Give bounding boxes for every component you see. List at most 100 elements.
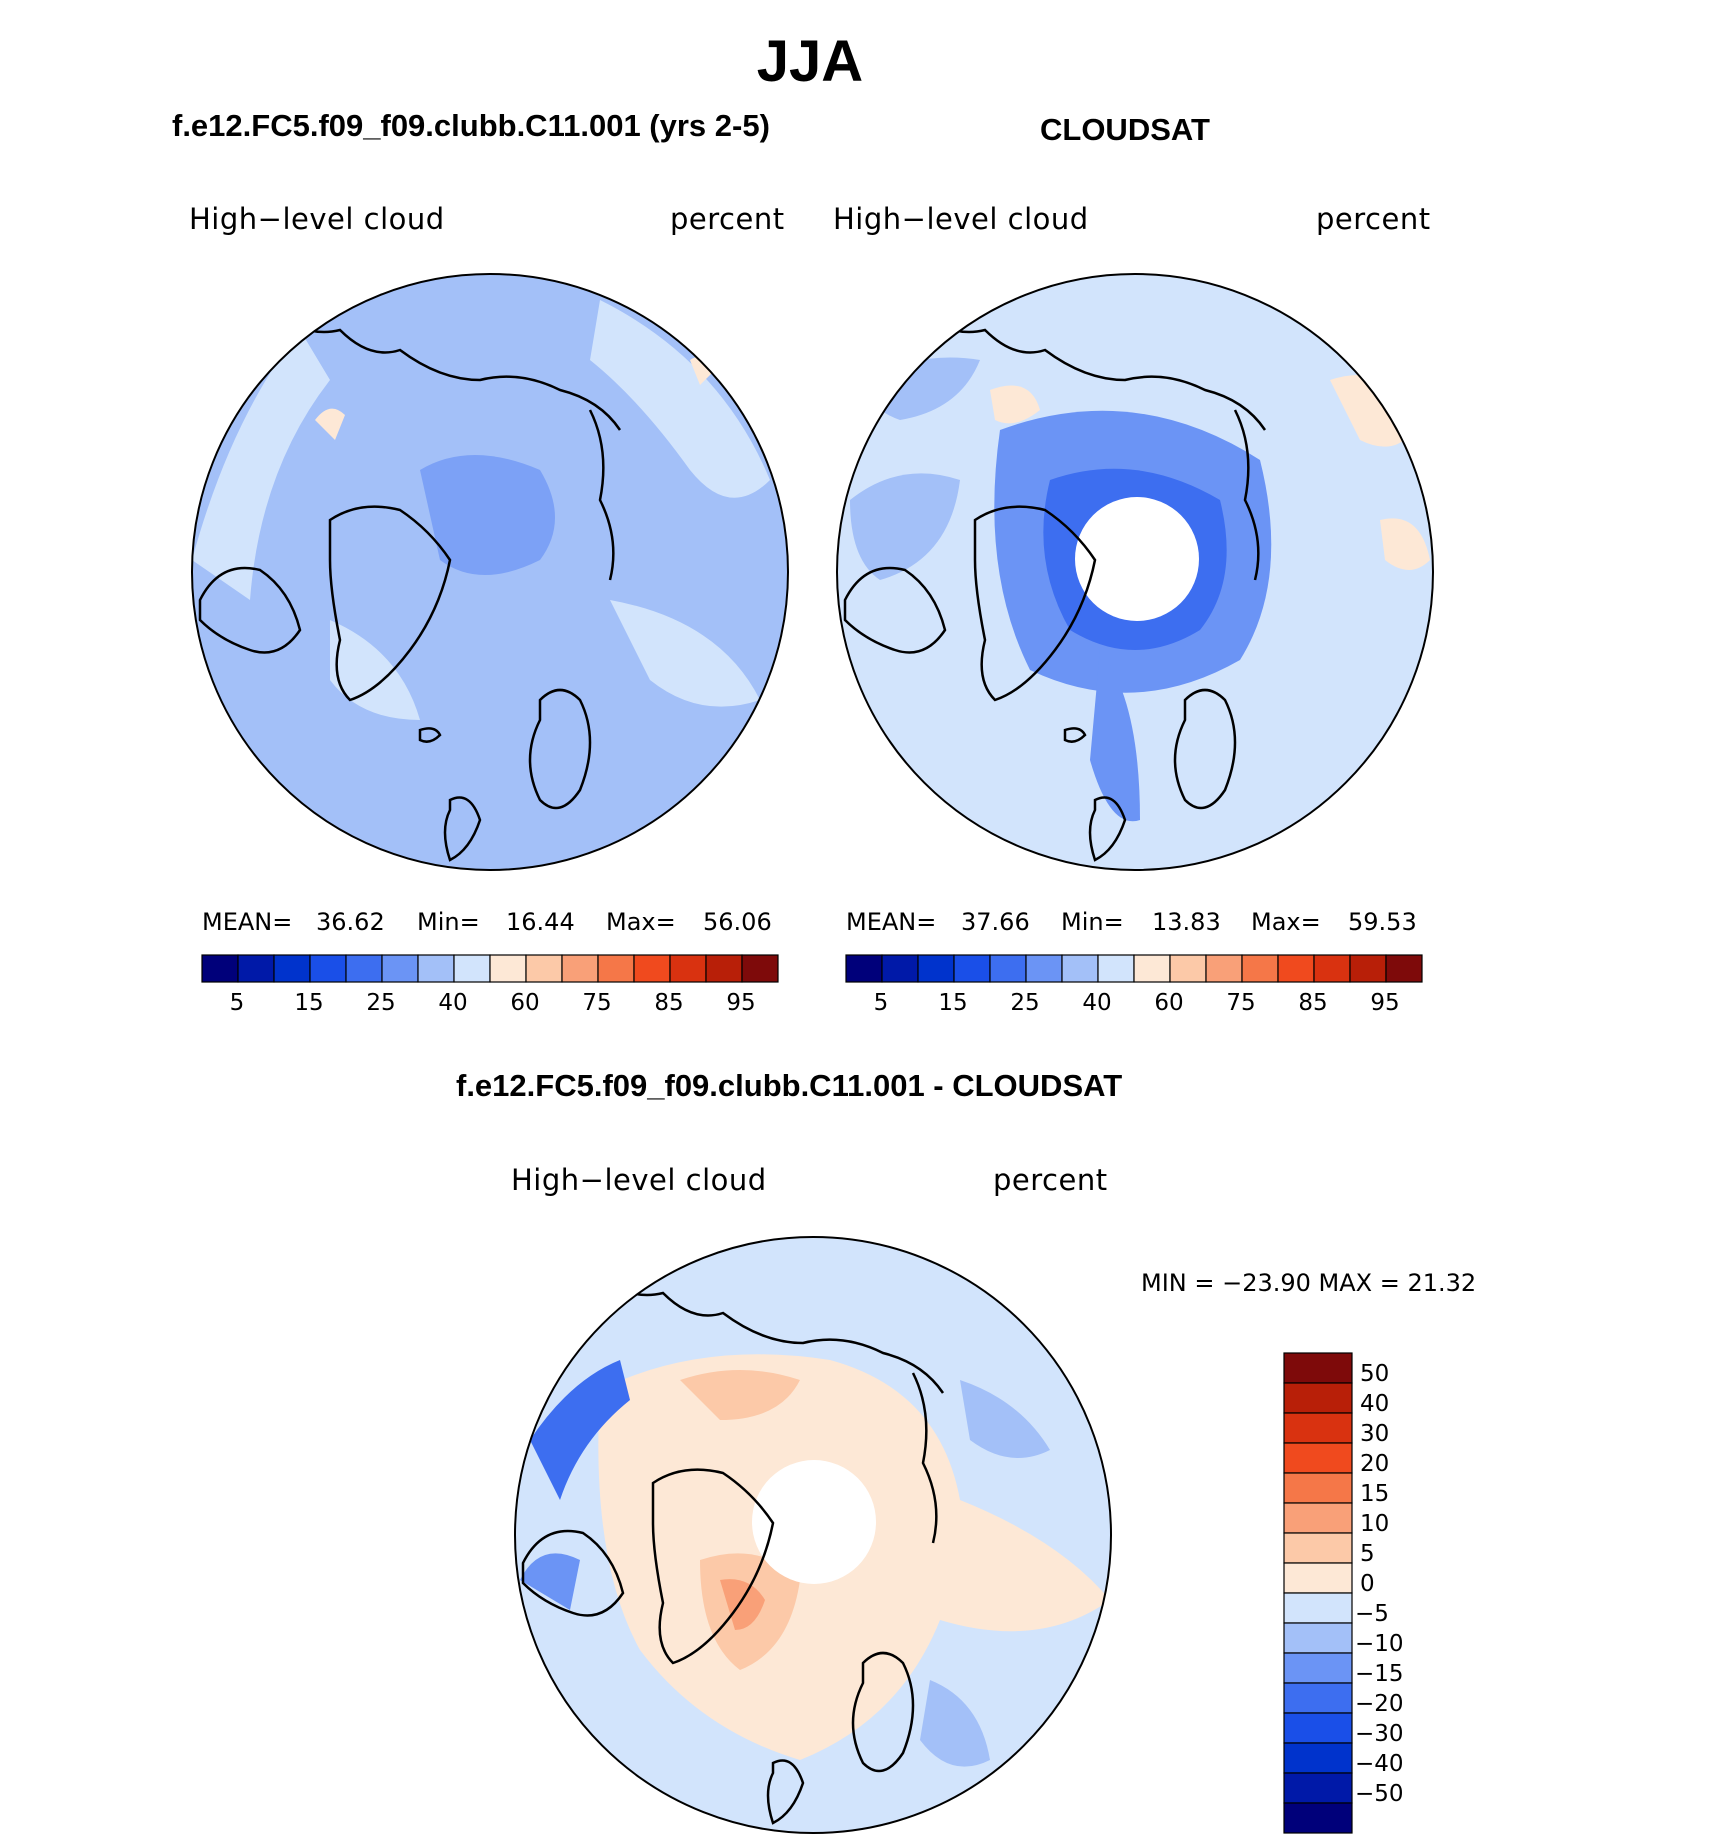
cb1-tick: 60 bbox=[510, 990, 540, 1016]
panel2-units-label: percent bbox=[1316, 202, 1431, 236]
cb2-tick: 75 bbox=[1226, 990, 1256, 1016]
diff-colorbar bbox=[1283, 1352, 1353, 1834]
diff-colorbar-cell bbox=[1283, 1652, 1353, 1684]
panel2-colorbar-cell bbox=[1025, 954, 1063, 983]
diff-panel-title: f.e12.FC5.f09_f09.clubb.C11.001 - CLOUDS… bbox=[456, 1068, 1123, 1103]
panel2-colorbar-cell bbox=[1277, 954, 1315, 983]
panel1-coastline-britain bbox=[443, 796, 482, 862]
panel1-colorbar-cell bbox=[201, 954, 239, 983]
diff-coastline bbox=[582, 1262, 945, 1394]
diff-coastline-britain bbox=[766, 1759, 805, 1825]
diff-colorbar-cell bbox=[1283, 1742, 1353, 1774]
cb3-tick: −50 bbox=[1355, 1781, 1404, 1807]
panel2-colorbar-cell bbox=[845, 954, 883, 983]
panel2-colorbar-cell bbox=[917, 954, 955, 983]
diff-field-patch bbox=[530, 1360, 630, 1500]
panel1-colorbar-cell bbox=[309, 954, 347, 983]
panel1-colorbar-cell bbox=[633, 954, 671, 983]
diff-variable-label: High−level cloud bbox=[511, 1163, 767, 1197]
panel2-colorbar-cell bbox=[1241, 954, 1279, 983]
diff-colorbar-cell bbox=[1283, 1352, 1353, 1384]
panel2-colorbar-cell bbox=[1097, 954, 1135, 983]
panel1-colorbar-cell bbox=[381, 954, 419, 983]
cb2-tick: 15 bbox=[938, 990, 968, 1016]
diff-field-patch bbox=[680, 1370, 800, 1420]
panel1-units-label: percent bbox=[670, 202, 785, 236]
panel1-coastline-scandinavia bbox=[528, 688, 592, 810]
diff-minmax-label: MIN = −23.90 MAX = 21.32 bbox=[1141, 1269, 1477, 1297]
cb2-tick: 5 bbox=[873, 990, 889, 1016]
panel2-field-patch bbox=[990, 385, 1040, 424]
cb3-tick: 10 bbox=[1360, 1511, 1390, 1537]
cb3-tick: −15 bbox=[1355, 1661, 1404, 1687]
cb3-tick: −5 bbox=[1355, 1601, 1389, 1627]
cb3-tick: −40 bbox=[1355, 1751, 1404, 1777]
panel1-colorbar-cell bbox=[741, 954, 779, 983]
diff-coastline-scandinavia bbox=[851, 1651, 915, 1773]
diff-colorbar-cell bbox=[1283, 1682, 1353, 1714]
diff-colorbar-cell bbox=[1283, 1442, 1353, 1474]
cb2-tick: 40 bbox=[1082, 990, 1112, 1016]
panel1-max-value: 56.06 bbox=[703, 908, 772, 936]
panel2-colorbar-cell bbox=[1169, 954, 1207, 983]
panel2-colorbar-cell bbox=[1061, 954, 1099, 983]
panel1-coastline bbox=[259, 299, 622, 431]
panel1-coastline-greenland bbox=[328, 505, 452, 702]
diff-map-border bbox=[514, 1236, 1112, 1834]
panel1-map-border bbox=[191, 273, 789, 871]
panel2-min-label: Min= bbox=[1061, 908, 1124, 936]
cb2-tick: 95 bbox=[1370, 990, 1400, 1016]
cb3-tick: 30 bbox=[1360, 1421, 1390, 1447]
panel2-field-patch bbox=[850, 473, 960, 580]
panel2-colorbar-cell bbox=[1349, 954, 1387, 983]
panel1-coastline bbox=[588, 409, 615, 581]
panel2-coastline bbox=[904, 299, 1267, 431]
diff-colorbar-cell bbox=[1283, 1412, 1353, 1444]
panel1-variable-label: High−level cloud bbox=[189, 202, 445, 236]
panel1-field-patch bbox=[610, 600, 760, 707]
panel1-colorbar-cell bbox=[525, 954, 563, 983]
panel1-colorbar-cell bbox=[237, 954, 275, 983]
panel2-mean-value: 37.66 bbox=[961, 908, 1030, 936]
diff-colorbar-cell bbox=[1283, 1772, 1353, 1804]
panel2-colorbar-cell bbox=[953, 954, 991, 983]
panel1-min-label: Min= bbox=[417, 908, 480, 936]
cb1-tick: 95 bbox=[726, 990, 756, 1016]
cb3-tick: 50 bbox=[1360, 1361, 1390, 1387]
panel1-field-patch bbox=[330, 620, 420, 720]
cb1-tick: 5 bbox=[229, 990, 245, 1016]
panel2-colorbar-cell bbox=[989, 954, 1027, 983]
panel1-field-patch bbox=[590, 300, 770, 498]
panel1-colorbar-cell bbox=[489, 954, 527, 983]
panel1-colorbar-cell bbox=[669, 954, 707, 983]
diff-colorbar-cell bbox=[1283, 1712, 1353, 1744]
panel1-field-patch bbox=[315, 408, 345, 440]
panel1-colorbar-cell bbox=[705, 954, 743, 983]
panel1-colorbar-cell bbox=[345, 954, 383, 983]
panel1-colorbar-cell bbox=[417, 954, 455, 983]
diff-coastline-greenland bbox=[651, 1468, 775, 1665]
cb1-tick: 40 bbox=[438, 990, 468, 1016]
panel1-coastline bbox=[198, 566, 302, 654]
panel2-coastline bbox=[1233, 409, 1260, 581]
cb2-tick: 60 bbox=[1154, 990, 1184, 1016]
diff-colorbar-cell bbox=[1283, 1622, 1353, 1654]
main-title: JJA bbox=[756, 29, 864, 94]
cb3-tick: 40 bbox=[1360, 1391, 1390, 1417]
panel1-min-value: 16.44 bbox=[506, 908, 575, 936]
diff-colorbar-cell bbox=[1283, 1592, 1353, 1624]
panel2-coastline-iceland bbox=[1063, 727, 1087, 743]
panel1-colorbar-cell bbox=[273, 954, 311, 983]
panel2-colorbar-cell bbox=[881, 954, 919, 983]
panel2-coastline-greenland bbox=[973, 505, 1097, 702]
panel2-coastline-scandinavia bbox=[1173, 688, 1237, 810]
panel2-coastline bbox=[843, 566, 947, 654]
diff-missing-data-hole bbox=[752, 1460, 876, 1584]
panel1-mean-value: 36.62 bbox=[316, 908, 385, 936]
cb3-tick: −30 bbox=[1355, 1721, 1404, 1747]
panel2-map bbox=[837, 274, 1433, 870]
panel1-title: f.e12.FC5.f09_f09.clubb.C11.001 (yrs 2-5… bbox=[172, 108, 770, 143]
panel1-coastline-iceland bbox=[418, 727, 442, 743]
diff-colorbar-cell bbox=[1283, 1502, 1353, 1534]
